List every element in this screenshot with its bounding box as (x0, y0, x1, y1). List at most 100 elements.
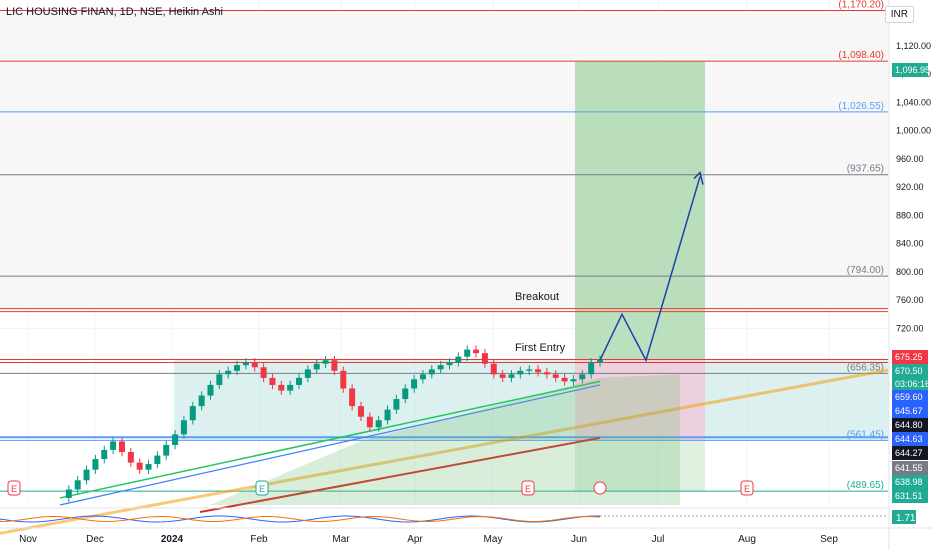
price-tag-box (892, 390, 928, 404)
volume-profile-area (210, 374, 680, 505)
price-tag-box (892, 350, 928, 364)
level-label: (561.45) (847, 429, 884, 440)
x-tick-label: Dec (86, 534, 104, 545)
event-marker: E (740, 480, 754, 496)
candle-body (464, 349, 471, 357)
level-label: (656.35) (847, 362, 884, 373)
countdown-box (892, 378, 928, 390)
price-tag-box (892, 446, 928, 460)
candle-body (322, 360, 329, 364)
projection-path (599, 176, 701, 363)
y-tick-label: 1,000.00 (896, 126, 931, 136)
countdown-label: 03:06:16 (895, 379, 930, 389)
candle-body (216, 374, 223, 385)
level-label: (794.00) (847, 265, 884, 276)
price-tag-label: 631.51 (895, 491, 923, 501)
candle-body (234, 365, 241, 371)
price-tag-box (892, 418, 928, 432)
x-tick-label: Sep (820, 534, 838, 545)
candle-body (349, 388, 356, 407)
event-marker: E (255, 480, 269, 496)
candle-body (287, 384, 294, 391)
price-tag-label: 645.67 (895, 406, 923, 416)
price-tag-label: 638.98 (895, 477, 923, 487)
y-tick-label: 800.00 (896, 267, 924, 277)
y-tick-label: 920.00 (896, 182, 924, 192)
candle-body (242, 362, 249, 366)
upper-band (0, 10, 888, 309)
y-tick-label: 840.00 (896, 239, 924, 249)
candle-body (570, 379, 577, 382)
candle-body (198, 395, 205, 407)
candle-body (118, 441, 125, 453)
candle-body (428, 369, 435, 375)
candle-body (74, 480, 81, 490)
candle-body (331, 360, 338, 371)
candle-body (366, 416, 373, 428)
candle-body (251, 362, 258, 368)
trend-line-orange (0, 368, 889, 535)
candle-body (225, 370, 232, 375)
candle-body (278, 384, 285, 391)
candle-body (384, 409, 391, 421)
candle-body (393, 399, 400, 410)
candle-body (145, 464, 152, 470)
x-tick-label: 2024 (161, 534, 184, 545)
price-tag-box (892, 364, 928, 378)
candle-body (597, 359, 603, 363)
oscillator-line (0, 515, 601, 523)
candle-body (83, 469, 90, 481)
price-tag-box (892, 432, 928, 446)
candles (65, 345, 603, 503)
candle-body (154, 455, 161, 465)
event-marker-box (740, 480, 754, 496)
currency-button[interactable]: INR (884, 6, 914, 23)
x-tick-label: Apr (407, 534, 423, 545)
candle-body (508, 374, 515, 378)
x-tick-label: Aug (738, 534, 756, 545)
candle-body (101, 449, 108, 460)
trend-line-green (59, 380, 601, 499)
candle-body (269, 377, 276, 385)
candle-body (304, 369, 311, 378)
candle-body (535, 369, 542, 373)
price-tag-label: 659.60 (895, 392, 923, 402)
price-tag-label: 644.27 (895, 448, 923, 458)
x-tick-label: Jun (571, 534, 587, 545)
candle-body (65, 489, 72, 498)
event-marker-label: E (11, 484, 17, 494)
candle-body (260, 367, 267, 378)
candle-body (517, 370, 524, 375)
price-tag-box (892, 404, 928, 418)
projection-arrowhead (693, 171, 704, 185)
candle-body (189, 406, 196, 421)
chart-title: LIC HOUSING FINAN, 1D, NSE, Heikin Ashi (6, 6, 223, 18)
candle-body (455, 356, 462, 363)
level-label: (1,170.20) (838, 0, 884, 10)
x-tick-label: Feb (250, 534, 268, 545)
x-tick-label: Nov (19, 534, 37, 545)
candle-body (411, 379, 418, 389)
candle-body (357, 406, 364, 417)
candle-body (561, 377, 568, 382)
y-tick-label: 960.00 (896, 154, 924, 164)
price-tag-box (892, 489, 928, 503)
target-zone (575, 61, 705, 360)
candle-body (92, 459, 99, 470)
price-tag-label: 675.25 (895, 352, 923, 362)
price-tag-label: 644.63 (895, 434, 923, 444)
event-marker-label: E (744, 484, 750, 494)
trend-line-red (199, 436, 601, 514)
flash-icon (593, 481, 607, 495)
candle-body (588, 362, 595, 375)
candle-body (296, 377, 303, 385)
candle-body (163, 444, 170, 456)
price-tag-box (892, 475, 928, 489)
event-marker-box (7, 480, 21, 496)
candle-body (490, 363, 497, 375)
price-tag-box (892, 461, 928, 475)
candle-body (526, 369, 533, 371)
candle-body (552, 374, 559, 378)
moving-average-blue (59, 384, 601, 506)
